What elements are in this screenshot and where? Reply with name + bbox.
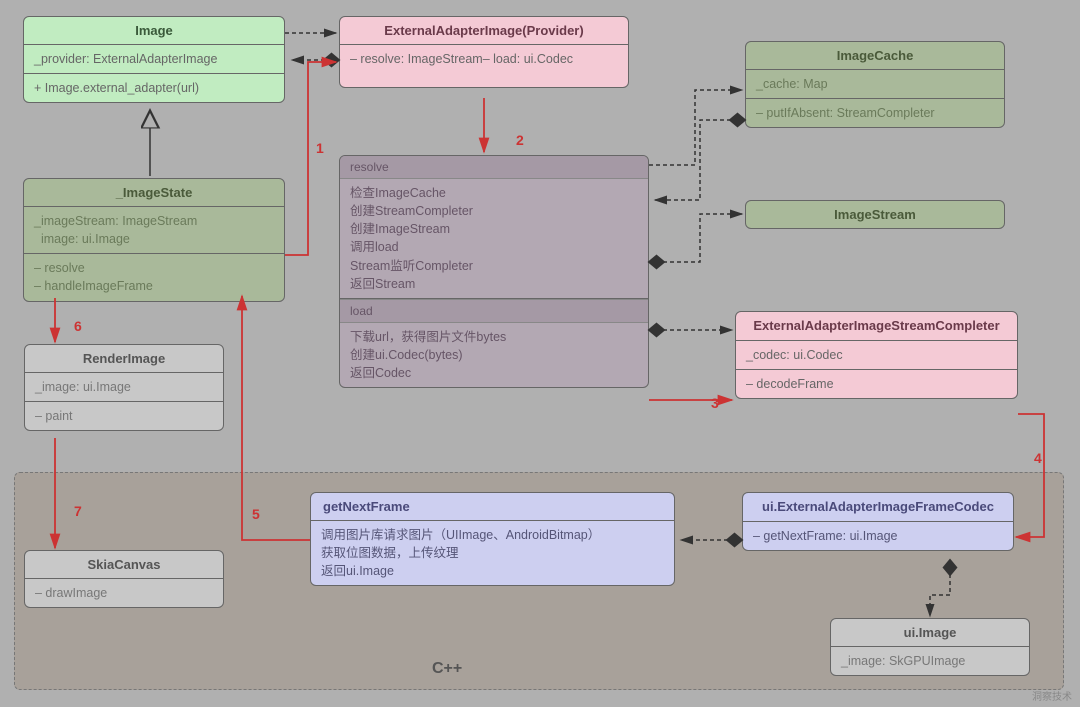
box-skiacanvas: SkiaCanvas – drawImage bbox=[24, 550, 224, 608]
box-imagestate: _ImageState _imageStream: ImageStream im… bbox=[23, 178, 285, 302]
box-image-methods: + Image.external_adapter(url) bbox=[24, 74, 284, 102]
box-renderimage-title: RenderImage bbox=[25, 345, 223, 373]
box-resolve-body1: 检查ImageCache 创建StreamCompleter 创建ImageSt… bbox=[340, 179, 648, 299]
box-imagecache-fields: _cache: Map bbox=[746, 70, 1004, 99]
box-completer-methods: – decodeFrame bbox=[736, 370, 1017, 398]
box-framecodec: ui.ExternalAdapterImageFrameCodec – getN… bbox=[742, 492, 1014, 551]
box-renderimage-methods: – paint bbox=[25, 402, 223, 430]
box-skiacanvas-methods: – drawImage bbox=[25, 579, 223, 607]
box-provider: ExternalAdapterImage(Provider) – resolve… bbox=[339, 16, 629, 88]
box-uiimage: ui.Image _image: SkGPUImage bbox=[830, 618, 1030, 676]
edge-label-3: 3 bbox=[711, 395, 719, 411]
box-resolve: resolve 检查ImageCache 创建StreamCompleter 创… bbox=[339, 155, 649, 388]
box-skiacanvas-title: SkiaCanvas bbox=[25, 551, 223, 579]
edge-label-6: 6 bbox=[74, 318, 82, 334]
edge-label-5: 5 bbox=[252, 506, 260, 522]
box-framecodec-title: ui.ExternalAdapterImageFrameCodec bbox=[743, 493, 1013, 522]
box-imagestate-fields: _imageStream: ImageStream image: ui.Imag… bbox=[24, 207, 284, 254]
box-imagecache-title: ImageCache bbox=[746, 42, 1004, 70]
box-imagecache-methods: – putIfAbsent: StreamCompleter bbox=[746, 99, 1004, 127]
edge-label-4: 4 bbox=[1034, 450, 1042, 466]
edge-label-2: 2 bbox=[516, 132, 524, 148]
box-completer-title: ExternalAdapterImageStreamCompleter bbox=[736, 312, 1017, 341]
edge-label-1: 1 bbox=[316, 140, 324, 156]
box-getnextframe: getNextFrame 调用图片库请求图片（UIImage、AndroidBi… bbox=[310, 492, 675, 586]
box-uiimage-fields: _image: SkGPUImage bbox=[831, 647, 1029, 675]
box-completer: ExternalAdapterImageStreamCompleter _cod… bbox=[735, 311, 1018, 399]
box-provider-title: ExternalAdapterImage(Provider) bbox=[340, 17, 628, 45]
box-imagecache: ImageCache _cache: Map – putIfAbsent: St… bbox=[745, 41, 1005, 128]
box-completer-fields: _codec: ui.Codec bbox=[736, 341, 1017, 370]
box-image-title: Image bbox=[24, 17, 284, 45]
box-renderimage-fields: _image: ui.Image bbox=[25, 373, 223, 402]
box-imagestream-title: ImageStream bbox=[746, 201, 1004, 228]
box-imagestate-title: _ImageState bbox=[24, 179, 284, 207]
box-image-fields: _provider: ExternalAdapterImage bbox=[24, 45, 284, 74]
box-resolve-title1: resolve bbox=[340, 156, 648, 179]
box-resolve-title2: load bbox=[340, 299, 648, 323]
box-provider-body: – resolve: ImageStream– load: ui.Codec bbox=[340, 45, 628, 87]
box-imagestate-methods: – resolve – handleImageFrame bbox=[24, 254, 284, 300]
box-getnextframe-body: 调用图片库请求图片（UIImage、AndroidBitmap） 获取位图数据，… bbox=[311, 521, 674, 585]
box-framecodec-methods: – getNextFrame: ui.Image bbox=[743, 522, 1013, 550]
box-imagestream: ImageStream bbox=[745, 200, 1005, 229]
cpp-label: C++ bbox=[432, 660, 462, 678]
box-uiimage-title: ui.Image bbox=[831, 619, 1029, 647]
edge-label-7: 7 bbox=[74, 503, 82, 519]
box-getnextframe-title: getNextFrame bbox=[311, 493, 674, 521]
box-resolve-body2: 下载url，获得图片文件bytes 创建ui.Codec(bytes) 返回Co… bbox=[340, 323, 648, 387]
watermark: 洞察技术 bbox=[1032, 688, 1072, 703]
box-renderimage: RenderImage _image: ui.Image – paint bbox=[24, 344, 224, 431]
box-image: Image _provider: ExternalAdapterImage + … bbox=[23, 16, 285, 103]
